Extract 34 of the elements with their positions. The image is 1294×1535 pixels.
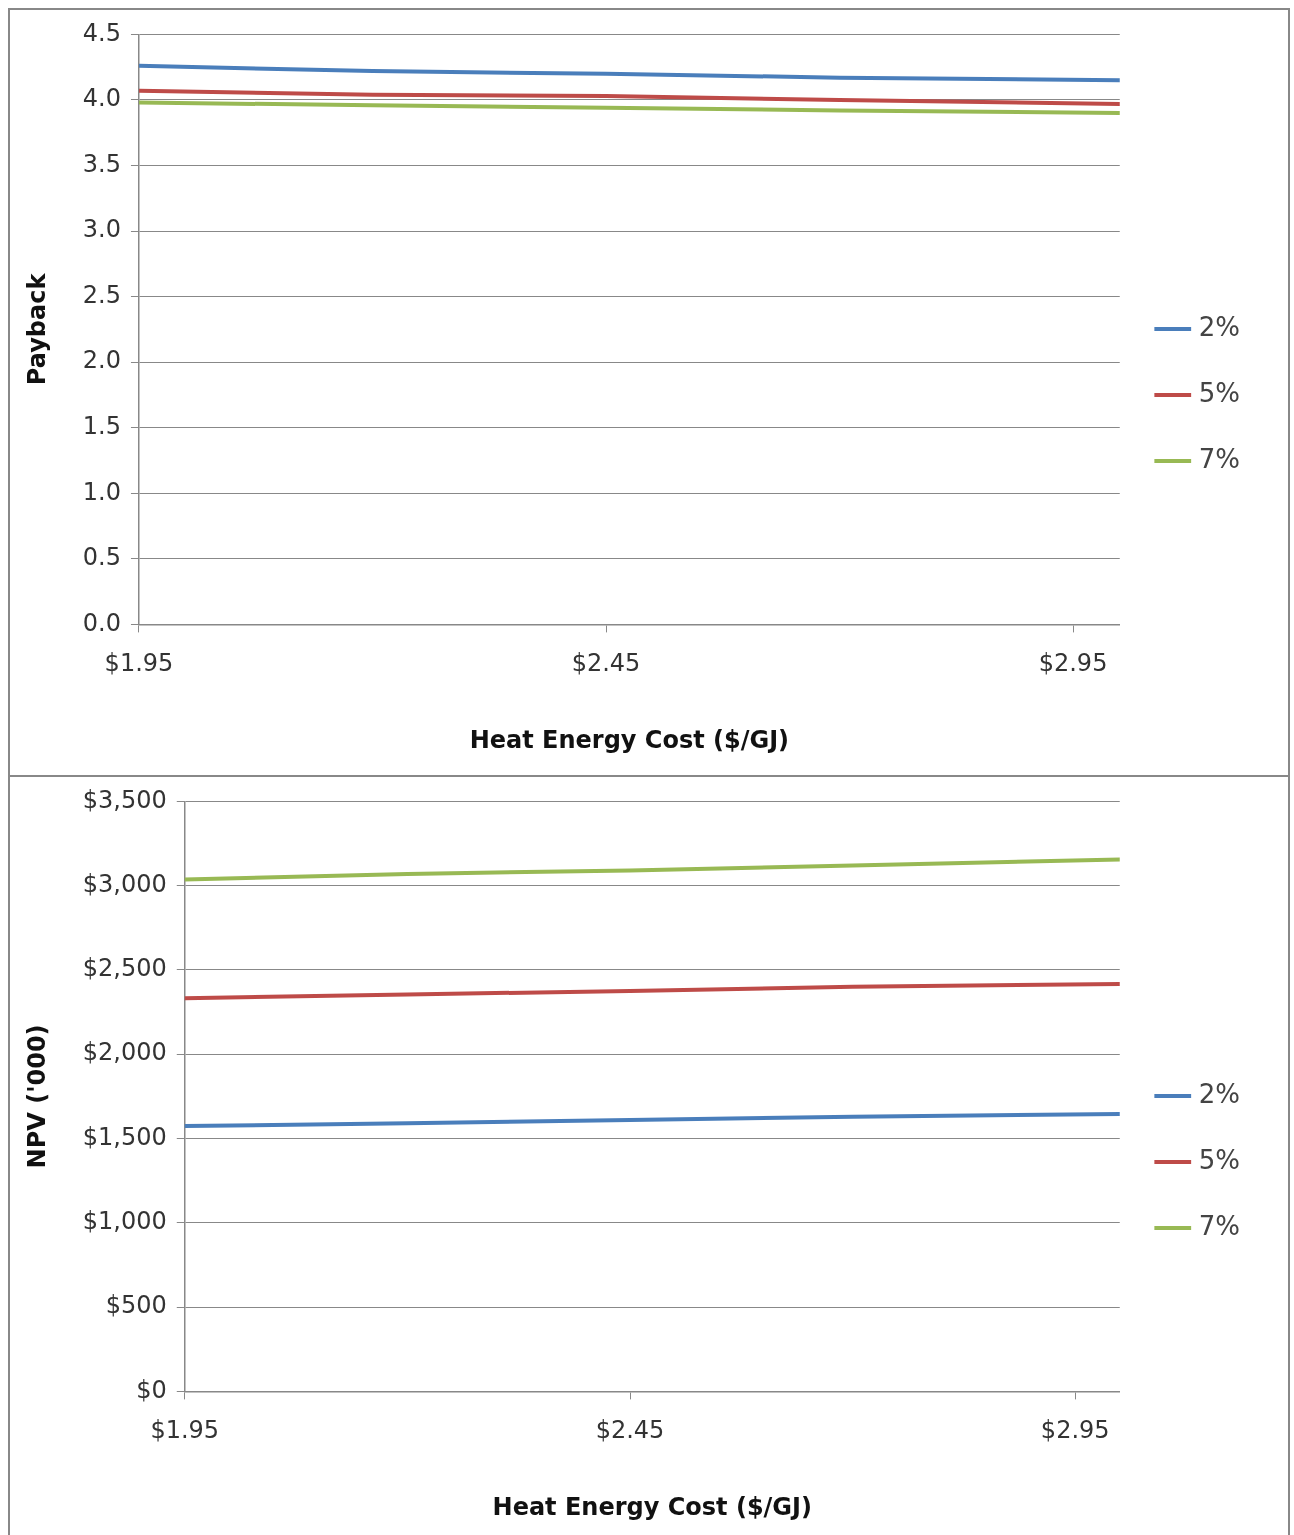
y-tick-label: $2,500 — [82, 954, 167, 983]
y-tick-label: 4.0 — [82, 84, 121, 113]
y-tick-label: 2.0 — [82, 346, 121, 375]
legend-label: 5% — [1198, 377, 1240, 408]
y-tick-label: $1,000 — [82, 1207, 167, 1236]
legend-label: 2% — [1198, 311, 1240, 342]
y-tick-label: $500 — [105, 1291, 167, 1320]
y-tick-label: 4.5 — [82, 18, 121, 47]
legend-label: 2% — [1198, 1078, 1240, 1109]
x-tick-label: $2.95 — [1040, 1416, 1110, 1445]
y-axis-title: Payback — [22, 272, 51, 386]
y-tick-label: 3.0 — [82, 215, 121, 244]
y-axis-title: NPV ('000) — [22, 1024, 51, 1169]
x-tick-label: $2.45 — [595, 1416, 665, 1445]
y-tick-label: $2,000 — [82, 1038, 167, 1067]
x-tick-label: $1.95 — [150, 1416, 220, 1445]
y-tick-label: 0.5 — [82, 543, 121, 572]
y-tick-label: $3,500 — [82, 785, 167, 814]
x-tick-label: $2.45 — [571, 649, 641, 678]
y-tick-label: $3,000 — [82, 869, 167, 898]
y-tick-label: $0 — [136, 1375, 167, 1404]
legend-label: 5% — [1198, 1144, 1240, 1175]
legend-label: 7% — [1198, 443, 1240, 474]
y-tick-label: 0.0 — [82, 608, 121, 637]
x-axis-title: Heat Energy Cost ($/GJ) — [492, 1492, 812, 1521]
y-tick-label: 1.0 — [82, 477, 121, 506]
y-tick-label: 3.5 — [82, 149, 121, 178]
y-tick-label: 2.5 — [82, 280, 121, 309]
legend-label: 7% — [1198, 1210, 1240, 1241]
y-tick-label: $1,500 — [82, 1122, 167, 1151]
x-tick-label: $1.95 — [104, 649, 174, 678]
x-tick-label: $2.95 — [1038, 649, 1108, 678]
x-axis-title: Heat Energy Cost ($/GJ) — [469, 725, 790, 754]
y-tick-label: 1.5 — [82, 411, 121, 440]
